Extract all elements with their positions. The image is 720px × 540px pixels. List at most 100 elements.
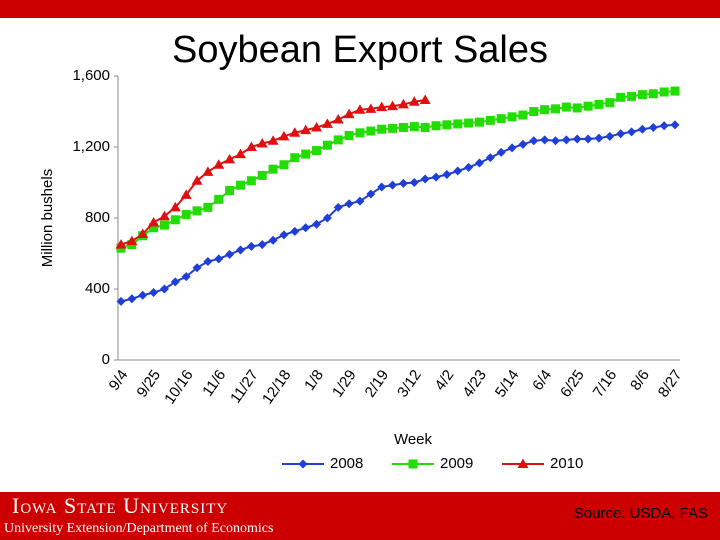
data-point	[637, 124, 647, 134]
data-point	[191, 175, 203, 185]
data-point	[355, 196, 365, 206]
data-point	[203, 202, 213, 212]
data-point	[158, 210, 170, 221]
data-point	[540, 135, 550, 145]
data-point	[485, 153, 495, 163]
x-tick-label: 7/16	[590, 367, 621, 401]
data-point	[170, 277, 180, 287]
data-point	[290, 153, 300, 163]
data-point	[344, 199, 354, 209]
data-point	[431, 172, 441, 182]
data-point	[192, 263, 202, 273]
x-tick-label: 11/6	[199, 367, 229, 400]
data-point	[442, 170, 452, 180]
data-point	[398, 178, 408, 188]
chart-title: Soybean Export Sales	[172, 29, 548, 71]
data-point	[572, 103, 582, 113]
data-point	[507, 143, 517, 153]
data-point	[366, 189, 376, 199]
data-point	[408, 96, 420, 106]
data-point	[540, 105, 550, 115]
data-point	[648, 122, 658, 132]
data-point	[398, 122, 408, 132]
data-point	[332, 113, 344, 124]
data-point	[256, 137, 268, 148]
data-point	[333, 135, 343, 145]
data-point	[561, 102, 571, 112]
series-line	[120, 90, 676, 250]
data-point	[670, 86, 680, 96]
data-point	[344, 130, 354, 140]
data-point	[583, 101, 593, 111]
x-tick-label: 1/29	[329, 367, 360, 401]
top-bar	[0, 0, 720, 18]
data-point	[279, 230, 289, 240]
data-point	[387, 100, 399, 111]
data-point	[312, 146, 322, 156]
y-tick-label: 1,200	[72, 138, 110, 155]
data-point	[225, 185, 235, 195]
x-axis-label: Week	[394, 431, 433, 448]
data-point	[333, 202, 343, 212]
y-tick-label: 1,600	[72, 67, 110, 84]
data-point	[180, 189, 192, 199]
data-point	[561, 135, 571, 145]
data-point	[464, 118, 474, 128]
data-point	[409, 178, 419, 187]
data-point	[181, 209, 191, 219]
x-tick-label: 5/14	[492, 367, 523, 401]
y-tick-label: 800	[85, 209, 110, 226]
legend-label: 2009	[440, 455, 473, 472]
data-point	[148, 216, 160, 227]
x-tick-label: 3/12	[394, 367, 425, 401]
data-point	[453, 119, 463, 129]
x-tick-label: 12/18	[259, 367, 294, 408]
data-point	[409, 122, 419, 132]
data-point	[321, 118, 333, 128]
data-point	[420, 174, 430, 184]
y-tick-label: 0	[102, 351, 110, 368]
data-point	[214, 194, 224, 204]
data-point	[225, 249, 235, 259]
data-point	[496, 114, 506, 124]
data-point	[235, 245, 245, 255]
data-point	[290, 226, 300, 236]
data-point	[234, 148, 246, 159]
data-point	[343, 108, 355, 119]
data-point	[388, 180, 398, 190]
data-point	[224, 153, 236, 164]
data-point	[377, 124, 387, 134]
x-tick-label: 8/6	[627, 367, 653, 394]
data-point	[551, 136, 561, 146]
data-point	[659, 87, 669, 97]
data-point	[301, 223, 311, 233]
x-tick-label: 9/4	[106, 367, 132, 394]
data-point	[279, 160, 289, 170]
data-point	[659, 121, 669, 131]
data-point	[322, 213, 332, 223]
data-point	[420, 122, 430, 132]
data-point	[637, 90, 647, 100]
data-point	[246, 241, 256, 251]
data-point	[235, 180, 245, 190]
data-point	[594, 99, 604, 109]
data-point	[474, 117, 484, 127]
data-point	[355, 128, 365, 138]
data-point	[267, 135, 279, 145]
data-point	[169, 201, 181, 212]
data-point	[377, 182, 387, 192]
data-point	[397, 98, 409, 109]
data-point	[170, 215, 180, 225]
university-name: Iowa State University	[12, 493, 228, 518]
x-tick-label: 10/16	[161, 367, 196, 408]
data-point	[301, 149, 311, 159]
data-point	[181, 272, 191, 282]
data-point	[496, 147, 506, 157]
x-tick-label: 9/25	[133, 367, 164, 401]
data-point	[126, 235, 138, 246]
data-point	[464, 162, 474, 172]
data-point	[159, 284, 169, 294]
data-point	[214, 254, 224, 264]
data-point	[627, 127, 637, 137]
